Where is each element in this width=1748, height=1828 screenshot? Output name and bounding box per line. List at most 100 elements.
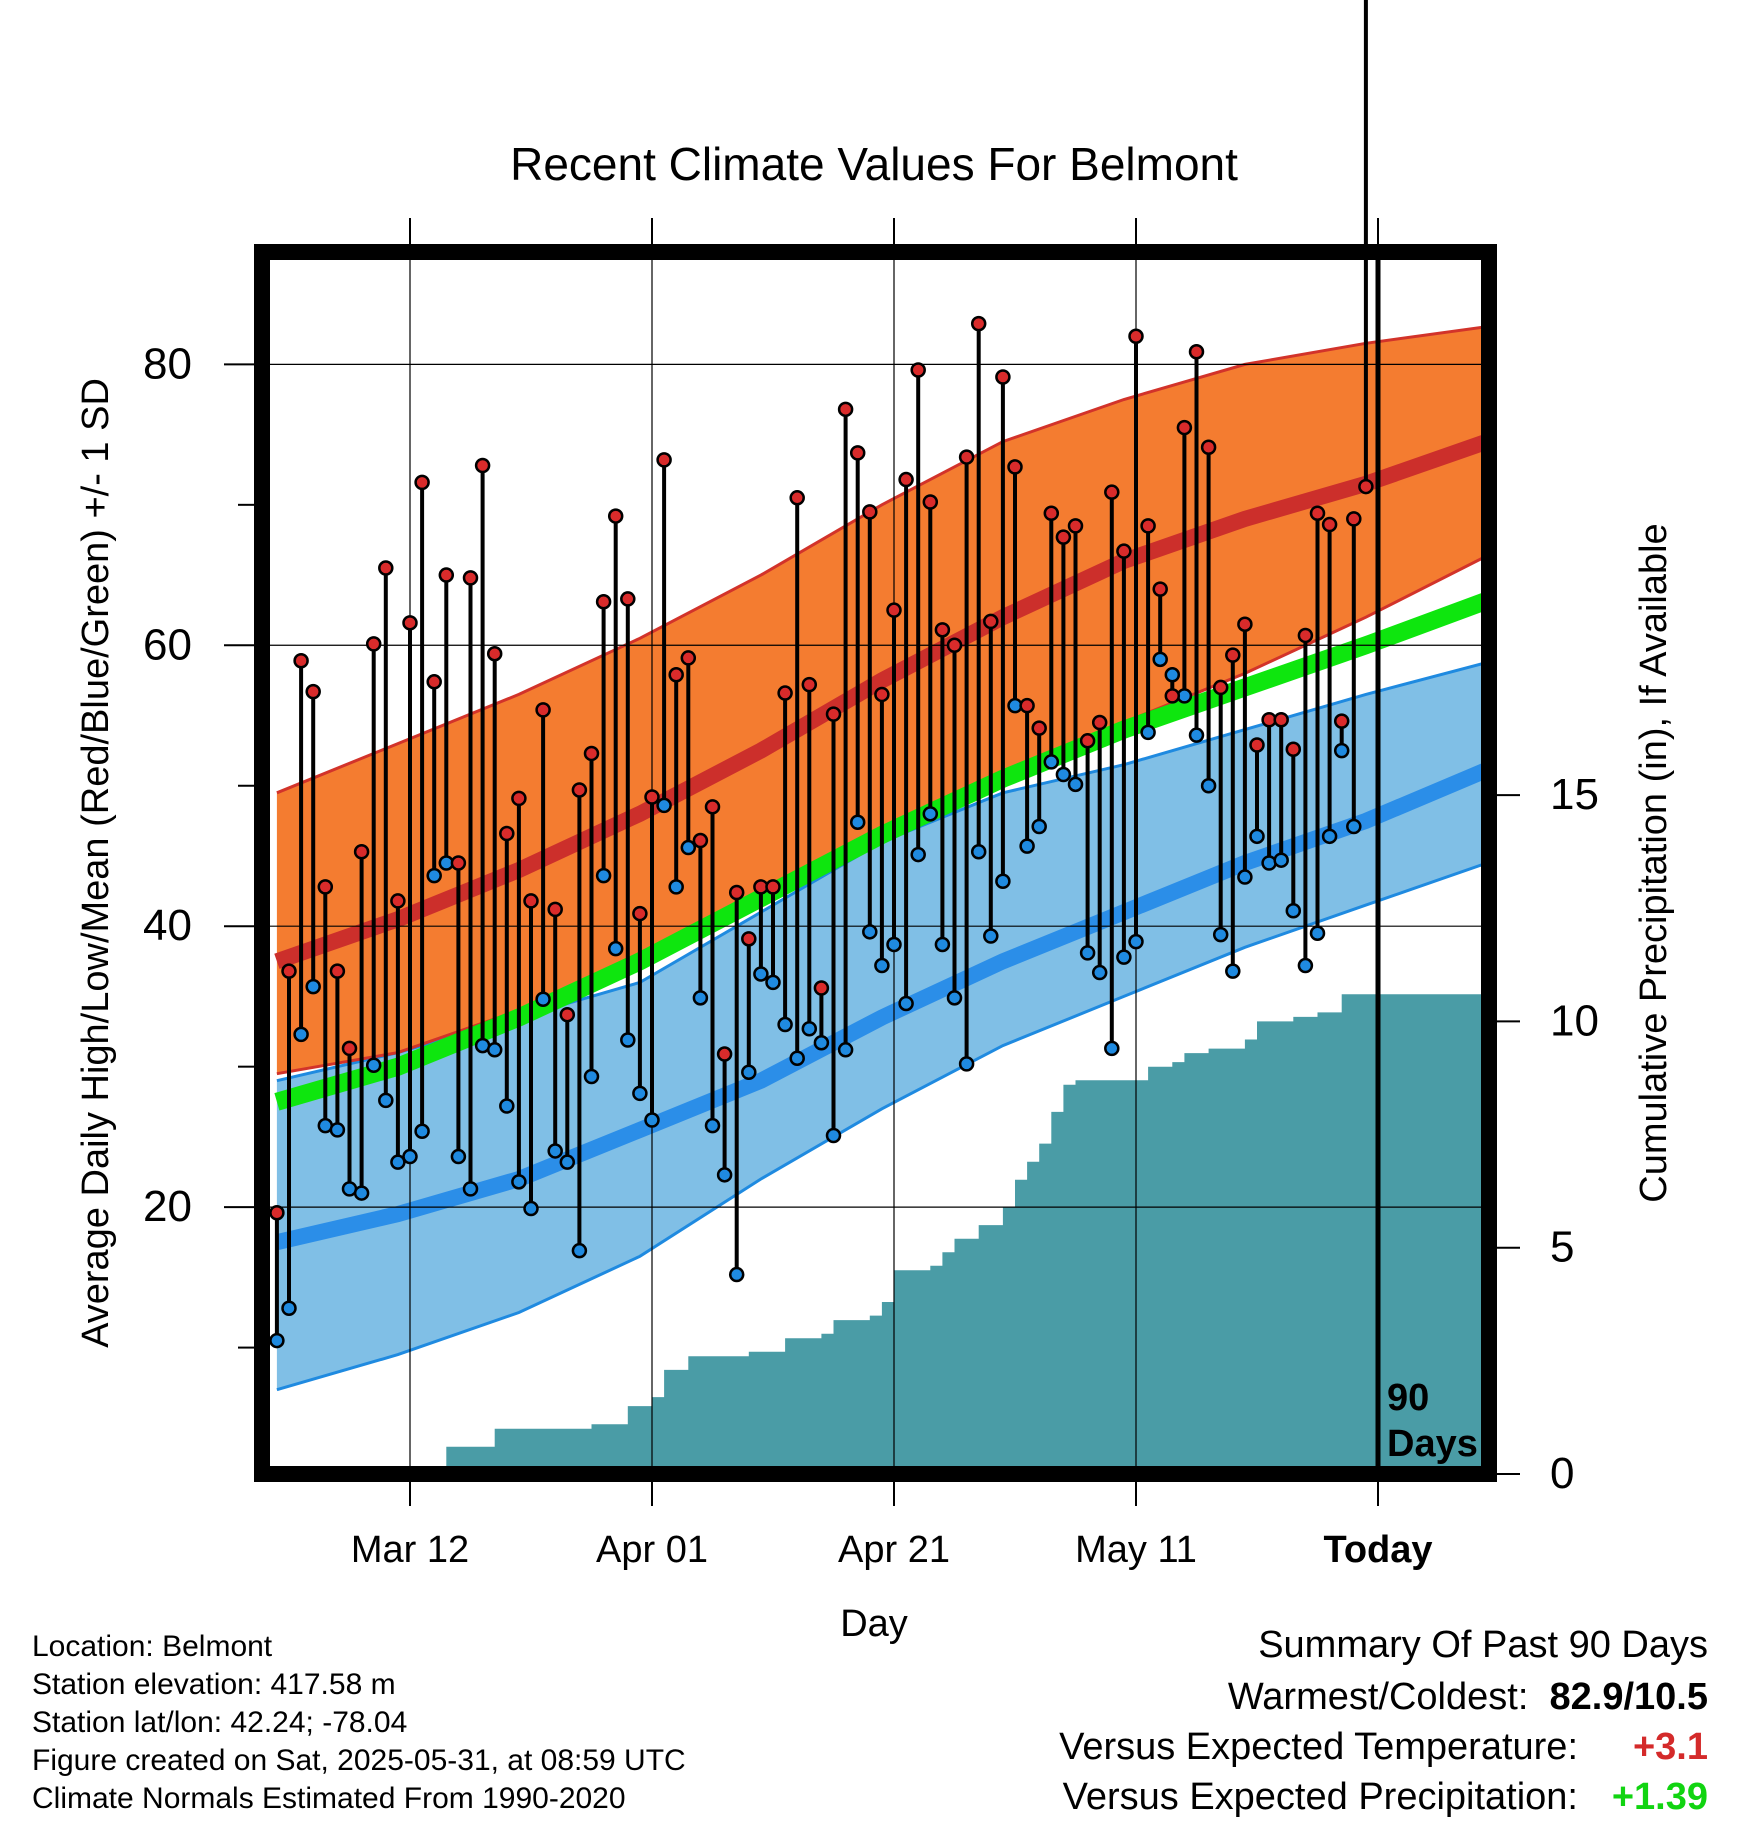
precip-label: Versus Expected Precipitation:: [1062, 1776, 1578, 1818]
low-temp-point: [1152, 651, 1168, 668]
high-temp-point: [741, 931, 757, 947]
low-temp-point: [414, 1123, 430, 1140]
low-temp-point: [329, 1122, 346, 1138]
high-temp-point: [825, 706, 842, 722]
low-temp-point: [898, 995, 914, 1012]
high-temp-point: [462, 570, 479, 586]
low-temp-point: [1067, 776, 1084, 793]
high-temp-point: [474, 457, 491, 474]
high-temp-point: [341, 1040, 358, 1057]
high-temp-point: [511, 790, 527, 807]
low-temp-point: [450, 1148, 467, 1165]
low-temp-point: [801, 1020, 818, 1037]
high-temp-point: [607, 508, 624, 524]
y2-tick-label: 5: [1550, 1223, 1574, 1272]
high-temp-point: [716, 1046, 733, 1062]
low-temp-point: [910, 846, 926, 863]
low-temp-point: [353, 1185, 370, 1201]
x-tick-label: Today: [1323, 1529, 1432, 1571]
high-temp-point: [438, 567, 455, 583]
low-temp-point: [765, 974, 781, 991]
low-temp-point: [1249, 828, 1265, 845]
high-temp-point: [1007, 459, 1023, 475]
high-temp-point: [1055, 529, 1072, 545]
precip-value: +1.39: [1611, 1776, 1708, 1818]
high-temp-point: [1188, 343, 1205, 360]
high-temp-point: [571, 782, 588, 798]
summary-heading-text: Summary Of Past 90 Days: [1258, 1624, 1708, 1666]
info-normals: Climate Normals Estimated From 1990-2020: [32, 1782, 626, 1815]
high-temp-point: [898, 471, 914, 488]
summary-heading: Summary Of Past 90 Days: [1258, 1626, 1708, 1664]
high-temp-point: [849, 445, 866, 461]
today-marker-label-days: Days: [1387, 1423, 1478, 1465]
high-temp-point: [946, 637, 963, 654]
high-temp-point: [317, 879, 334, 895]
low-temp-point: [970, 844, 987, 860]
high-temp-point: [1358, 478, 1374, 495]
high-temp-point: [1104, 484, 1120, 500]
high-temp-point: [281, 963, 297, 979]
low-temp-point: [1237, 869, 1253, 885]
daily-observations: [269, 0, 1374, 1349]
low-temp-point: [1333, 742, 1350, 759]
high-sd-band-upper-edge: [276, 324, 1489, 795]
high-temp-point: [632, 905, 648, 922]
info-latlon: Station lat/lon: 42.24; -78.04: [32, 1706, 408, 1739]
high-temp-point: [293, 652, 309, 669]
low-temp-point: [571, 1242, 588, 1259]
high-temp-point: [1285, 741, 1302, 757]
high-temp-point: [1067, 518, 1084, 534]
high-temp-point: [1273, 711, 1289, 728]
high-temp-point: [269, 1204, 285, 1221]
low-temp-point: [523, 1200, 539, 1217]
y-tick-label: 80: [143, 339, 192, 388]
low-temp-point: [946, 990, 963, 1006]
high-temp-point: [704, 799, 721, 815]
high-temp-point: [656, 452, 672, 468]
high-temp-point: [910, 362, 926, 378]
y2-tick-label: 10: [1550, 996, 1599, 1045]
high-temp-point: [414, 474, 430, 491]
low-temp-point: [499, 1098, 515, 1114]
high-temp-point: [1249, 737, 1265, 753]
info-location: Location: Belmont: [32, 1630, 273, 1663]
low-temp-point: [1055, 766, 1072, 783]
low-sd-band-lower-edge: [276, 860, 1489, 1392]
low-temp-point: [1285, 903, 1302, 919]
low-temp-point: [1200, 777, 1217, 794]
low-temp-point: [632, 1085, 648, 1102]
high-temp-point: [922, 494, 939, 510]
high-temp-point: [426, 674, 442, 690]
y2-axis-label: Cumulative Precipitation (in), If Availa…: [1633, 523, 1675, 1202]
precip-area: [434, 994, 1489, 1474]
high-normal-line: [274, 432, 1489, 969]
low-temp-point: [995, 873, 1011, 890]
y-tick-label: 40: [143, 901, 192, 950]
low-temp-point: [426, 867, 442, 884]
high-temp-point: [1333, 713, 1350, 729]
low-temp-point: [1188, 727, 1205, 743]
high-temp-point: [801, 676, 818, 693]
high-temp-point: [862, 504, 878, 520]
low-temp-point: [1079, 945, 1096, 961]
low-temp-point: [1031, 818, 1047, 835]
high-temp-point: [1309, 505, 1326, 522]
temp-value: +3.1: [1632, 1726, 1708, 1768]
chart-title: Recent Climate Values For Belmont: [510, 138, 1238, 190]
high-temp-point: [1297, 627, 1314, 644]
x-tick-label: Apr 21: [838, 1529, 950, 1571]
y-axis-label: Average Daily High/Low/Mean (Red/Blue/Gr…: [75, 378, 117, 1348]
low-temp-point: [753, 966, 769, 982]
summary-temp: Versus Expected Temperature: +3.1: [1059, 1728, 1708, 1766]
low-temp-point: [293, 1026, 309, 1043]
low-temp-point: [1225, 963, 1241, 979]
low-temp-point: [281, 1300, 297, 1317]
low-temp-point: [1297, 957, 1314, 974]
plot-frame: [254, 244, 1497, 1482]
x-tick-label: Mar 12: [351, 1529, 469, 1571]
low-temp-point: [583, 1068, 600, 1085]
low-temp-point: [874, 957, 890, 974]
high-temp-point: [329, 963, 346, 979]
high-temp-point: [620, 591, 636, 607]
